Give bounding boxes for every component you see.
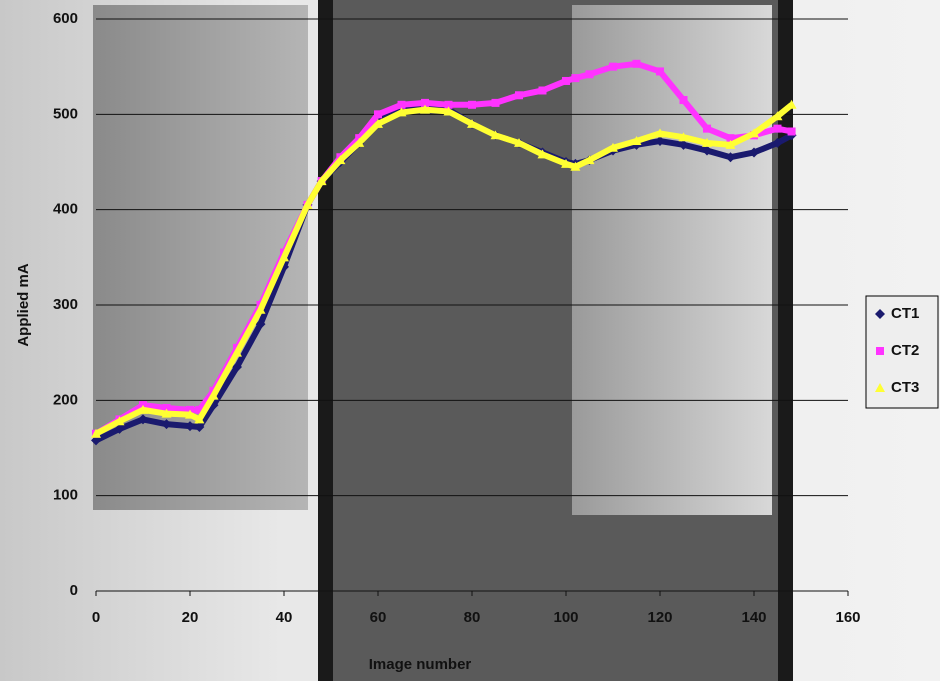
y-tick-label: 500 [53,105,78,122]
y-tick-label: 200 [53,391,78,408]
y-tick-label: 600 [53,10,78,27]
marker [586,70,594,78]
marker [468,101,476,109]
marker [703,125,711,133]
x-tick-label: 140 [741,609,766,626]
marker [374,110,382,118]
marker [774,125,782,133]
y-axis-title: Applied mA [15,263,32,347]
x-tick-label: 100 [553,609,578,626]
x-tick-label: 20 [182,609,199,626]
marker [656,67,664,75]
y-tick-label: 300 [53,296,78,313]
x-axis-title: Image number [369,656,472,673]
marker [492,99,500,107]
marker [609,63,617,71]
marker [633,60,641,68]
marker [562,77,570,85]
marker [680,96,688,104]
marker [539,87,547,95]
x-tick-label: 80 [464,609,481,626]
xray-panel [93,5,308,510]
y-tick-label: 100 [53,487,78,504]
x-tick-label: 60 [370,609,387,626]
y-tick-label: 0 [70,582,78,599]
x-tick-label: 40 [276,609,293,626]
x-tick-label: 120 [647,609,672,626]
marker [788,127,796,135]
y-tick-label: 400 [53,201,78,218]
legend-label: CT2 [891,342,919,359]
marker [876,347,884,355]
marker [571,74,579,82]
chart: Image number Applied mA 0100200300400500… [0,0,940,681]
marker [515,91,523,99]
legend-label: CT3 [891,379,919,396]
x-tick-label: 160 [835,609,860,626]
legend-label: CT1 [891,305,919,322]
x-tick-label: 0 [92,609,100,626]
